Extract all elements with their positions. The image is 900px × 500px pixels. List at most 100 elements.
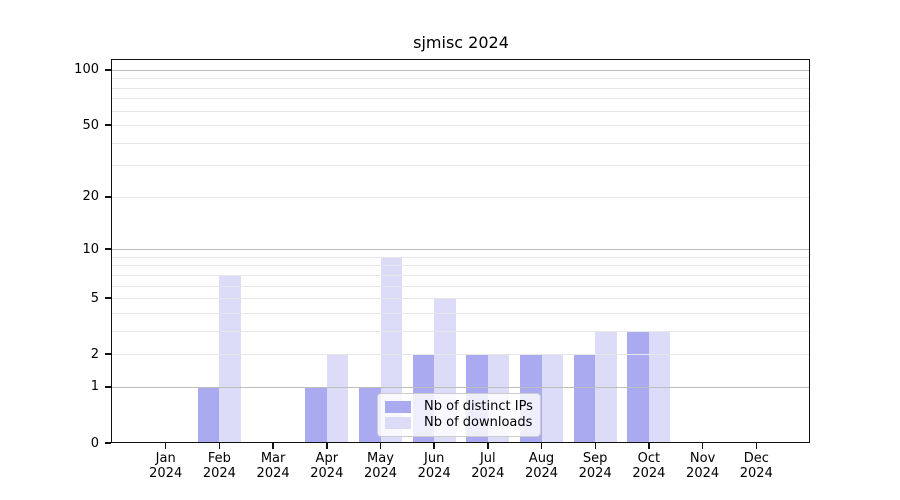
x-tick-nov: [701, 443, 704, 449]
x-tick-feb: [218, 443, 221, 449]
x-tick-label-nov: Nov 2024: [671, 451, 735, 481]
y-tick-label-2: 2: [90, 346, 99, 362]
gridline-minor-80: [112, 87, 810, 89]
x-tick-year-apr: 2024: [310, 466, 344, 481]
x-tick-month-may: May: [367, 451, 394, 466]
gridline-minor-30: [112, 165, 810, 167]
x-tick-month-aug: Aug: [528, 451, 555, 466]
x-tick-month-nov: Nov: [689, 451, 716, 466]
y-tick-label-100: 100: [74, 62, 99, 78]
x-tick-year-may: 2024: [363, 466, 398, 481]
x-tick-year-sep: 2024: [578, 466, 612, 481]
x-tick-dec: [755, 443, 758, 449]
x-tick-year-oct: 2024: [632, 466, 666, 481]
x-tick-mar: [272, 443, 274, 449]
legend-label-distinct-ips: Nb of distinct IPs: [424, 399, 533, 414]
x-tick-oct: [648, 443, 650, 449]
bar-downloads-feb: [219, 274, 241, 443]
y-tick-label-50: 50: [82, 117, 99, 133]
x-tick-label-oct: Oct 2024: [617, 451, 681, 481]
bar-ips-apr: [305, 386, 327, 443]
x-tick-label-aug: Aug 2024: [510, 451, 574, 481]
y-tick-label-5: 5: [90, 290, 99, 306]
x-tick-label-dec: Dec 2024: [724, 451, 788, 481]
x-tick-month-dec: Dec: [743, 451, 769, 466]
x-tick-jan: [164, 443, 167, 449]
x-tick-year-aug: 2024: [524, 466, 559, 481]
x-tick-month-jul: Jul: [479, 451, 496, 466]
gridline-minor-5: [112, 298, 810, 300]
x-tick-label-mar: Mar 2024: [241, 451, 305, 481]
x-tick-month-jan: Jan: [155, 451, 176, 466]
gridline-minor-3: [112, 330, 810, 332]
x-tick-year-mar: 2024: [256, 466, 290, 481]
x-tick-month-sep: Sep: [582, 451, 608, 466]
gridline-minor-7: [112, 274, 810, 276]
x-tick-jun: [433, 443, 435, 449]
gridline-minor-8: [112, 265, 810, 267]
plot-area: Nb of distinct IPs Nb of downloads: [112, 60, 810, 443]
y-tick-10: [105, 248, 111, 250]
gridline-minor-9: [112, 256, 810, 258]
x-tick-sep: [594, 443, 596, 449]
bar-ips-sep: [573, 354, 596, 443]
x-tick-year-jun: 2024: [417, 466, 451, 481]
gridline-minor-2: [112, 354, 810, 356]
y-tick-50: [105, 124, 111, 126]
legend-swatch-downloads: [385, 417, 411, 429]
x-tick-month-apr: Apr: [315, 451, 339, 466]
x-tick-label-apr: Apr 2024: [295, 451, 359, 481]
x-tick-apr: [326, 443, 328, 449]
x-tick-label-feb: Feb 2024: [187, 451, 251, 481]
x-tick-label-jun: Jun 2024: [402, 451, 466, 481]
x-tick-year-jan: 2024: [149, 466, 183, 481]
x-tick-label-jul: Jul 2024: [456, 451, 520, 481]
y-tick-label-10: 10: [82, 241, 99, 257]
x-tick-year-dec: 2024: [739, 466, 773, 481]
legend-swatch-distinct-ips: [385, 401, 411, 413]
y-tick-label-0: 0: [90, 435, 99, 451]
bar-downloads-aug: [541, 354, 563, 443]
gridline-minor-4: [112, 312, 810, 314]
x-tick-month-feb: Feb: [207, 451, 231, 466]
gridline-major-100: [112, 69, 810, 71]
legend-item-downloads: Nb of downloads: [385, 415, 532, 431]
gridline-minor-50: [112, 125, 810, 126]
y-tick-5: [105, 297, 111, 299]
x-tick-label-may: May 2024: [349, 451, 413, 481]
x-tick-aug: [540, 443, 543, 449]
y-tick-label-20: 20: [82, 189, 99, 205]
gridline-minor-6: [112, 285, 810, 287]
gridline-minor-60: [112, 110, 810, 112]
y-tick-1: [105, 386, 111, 388]
y-tick-2: [105, 353, 111, 355]
chart-title: sjmisc 2024: [413, 33, 509, 52]
y-tick-100: [105, 69, 111, 71]
legend-item-distinct-ips: Nb of distinct IPs: [385, 399, 533, 415]
bar-downloads-apr: [326, 354, 349, 443]
legend-label-downloads: Nb of downloads: [424, 415, 533, 430]
x-tick-may: [379, 443, 382, 449]
x-tick-year-nov: 2024: [686, 466, 720, 481]
x-tick-jul: [487, 443, 489, 449]
x-tick-month-jun: Jun: [424, 451, 445, 466]
y-tick-0: [105, 442, 111, 444]
x-tick-month-mar: Mar: [260, 451, 286, 466]
bar-ips-may: [359, 386, 381, 443]
x-tick-label-jan: Jan 2024: [134, 451, 198, 481]
x-tick-year-jul: 2024: [471, 466, 505, 481]
x-tick-year-feb: 2024: [202, 466, 236, 481]
gridline-major-1: [112, 386, 810, 388]
legend: Nb of distinct IPs Nb of downloads: [377, 393, 541, 437]
y-tick-20: [105, 196, 111, 198]
y-tick-label-1: 1: [90, 379, 99, 395]
x-tick-month-oct: Oct: [637, 451, 661, 466]
gridline-major-10: [112, 249, 810, 251]
x-tick-label-sep: Sep 2024: [563, 451, 627, 481]
bar-ips-feb: [197, 386, 220, 443]
gridline-minor-70: [112, 98, 810, 100]
gridline-minor-40: [112, 142, 810, 144]
gridline-minor-20: [112, 196, 810, 198]
gridline-minor-90: [112, 78, 810, 80]
